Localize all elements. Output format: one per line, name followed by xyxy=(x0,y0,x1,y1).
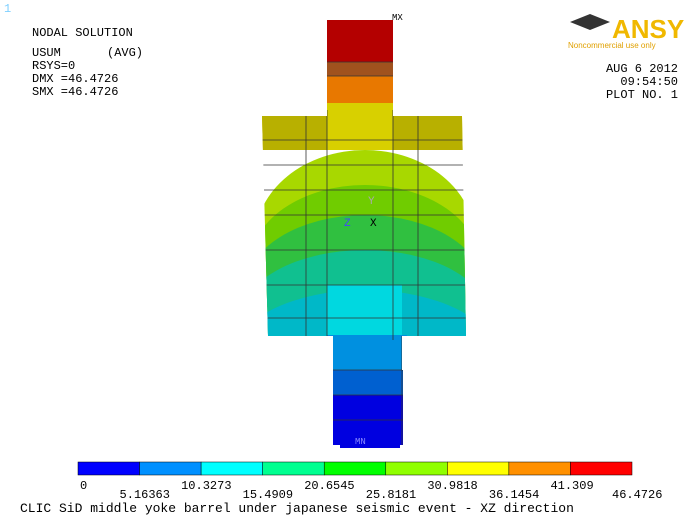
info: (AVG) xyxy=(107,46,143,60)
legend-label: 5.16363 xyxy=(120,488,170,502)
legend-band xyxy=(263,462,325,475)
legend-band xyxy=(140,462,202,475)
legend-label: 0 xyxy=(80,479,87,493)
legend-label: 15.4909 xyxy=(243,488,293,502)
legend-label: 20.6545 xyxy=(304,479,354,493)
legend-band xyxy=(386,462,448,475)
time: 09:54:50 xyxy=(620,75,678,89)
legend-label: 41.309 xyxy=(550,479,593,493)
screen: 1 NODAL SOLUTION USUM (AVG) RSYS=0 DMX =… xyxy=(0,0,684,515)
axis-z: Z xyxy=(344,218,351,230)
info: USUM xyxy=(32,46,61,60)
legend-band xyxy=(447,462,509,475)
legend-label: 10.3273 xyxy=(181,479,231,493)
plot-number: PLOT NO. 1 xyxy=(606,88,678,102)
axis-x: X xyxy=(370,218,377,230)
logo-subtitle: Noncommercial use only xyxy=(568,41,656,50)
max-marker: MX xyxy=(392,13,403,23)
info: DMX =46.4726 xyxy=(32,72,118,86)
date: AUG 6 2012 xyxy=(606,62,678,76)
legend-band xyxy=(78,462,140,475)
legend-band xyxy=(509,462,571,475)
legend-label: 25.8181 xyxy=(366,488,416,502)
legend-label: 46.4726 xyxy=(612,488,662,502)
legend-band xyxy=(570,462,632,475)
axis-y: Y xyxy=(368,196,375,208)
min-marker: MN xyxy=(355,437,366,447)
info: NODAL SOLUTION xyxy=(32,26,133,40)
caption: CLIC SiD middle yoke barrel under japane… xyxy=(20,501,574,515)
legend-label: 30.9818 xyxy=(427,479,477,493)
info: RSYS=0 xyxy=(32,59,75,73)
logo-name: ANSYS xyxy=(612,14,684,44)
window-number: 1 xyxy=(4,2,11,16)
legend-band xyxy=(324,462,386,475)
legend-band xyxy=(201,462,263,475)
info: SMX =46.4726 xyxy=(32,85,118,99)
legend-label: 36.1454 xyxy=(489,488,539,502)
